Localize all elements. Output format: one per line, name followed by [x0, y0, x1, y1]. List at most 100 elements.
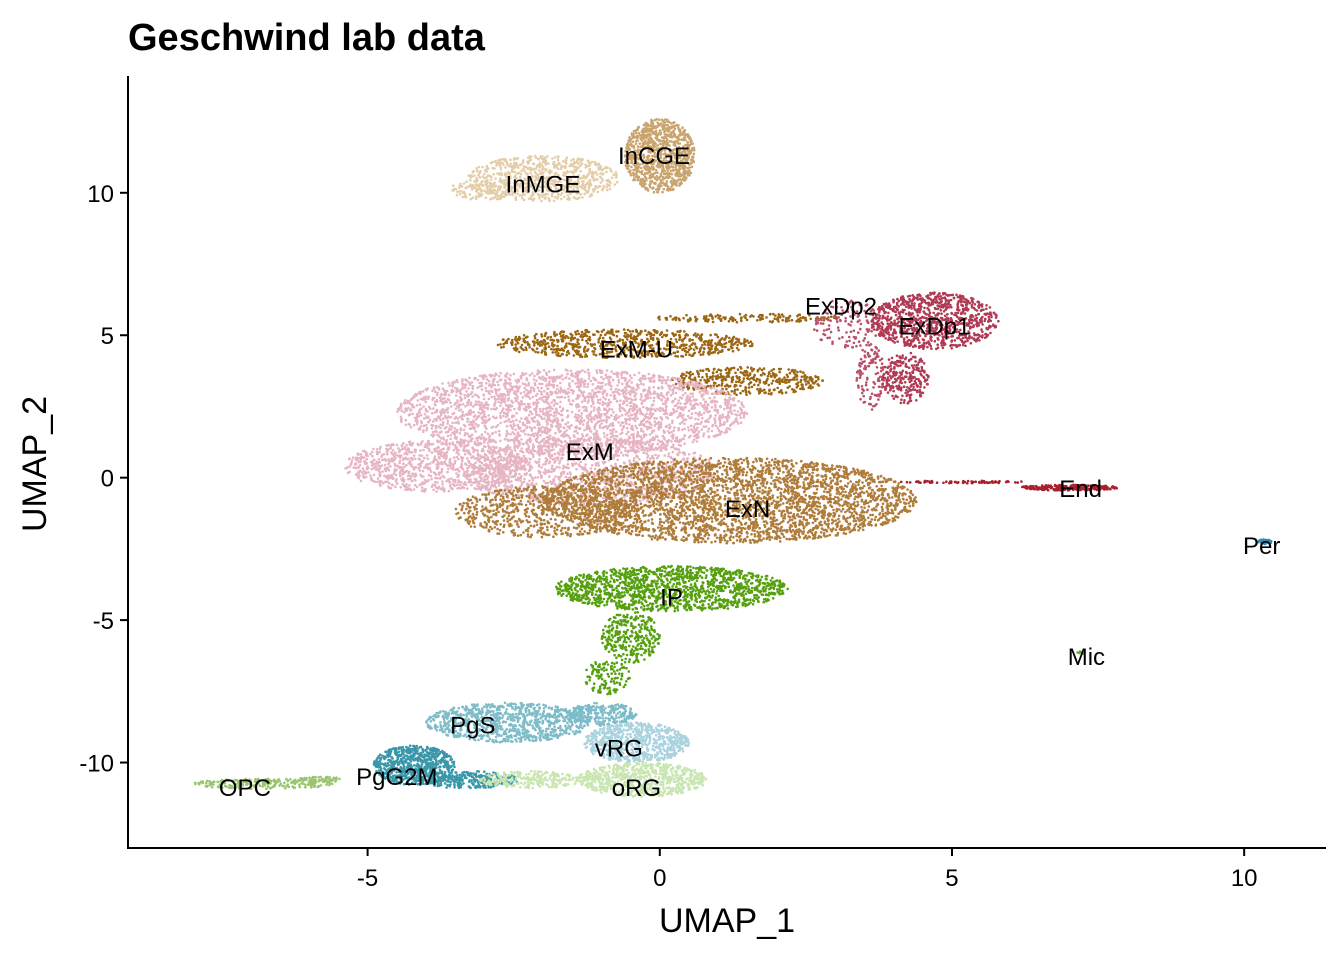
point [884, 302, 888, 305]
point [803, 377, 807, 381]
point [716, 348, 719, 351]
point [681, 428, 684, 432]
point [711, 378, 714, 381]
point [666, 123, 669, 127]
point [674, 157, 677, 160]
point [670, 172, 674, 176]
point [706, 320, 710, 323]
point [686, 135, 689, 138]
point [691, 338, 694, 342]
point [737, 348, 740, 352]
point [566, 372, 569, 376]
point [671, 177, 674, 180]
point [481, 175, 485, 178]
point [902, 401, 906, 404]
point [587, 186, 591, 190]
point [645, 162, 649, 165]
point [584, 353, 588, 356]
point [668, 166, 671, 170]
point [753, 373, 756, 377]
point [880, 321, 883, 324]
point [648, 149, 652, 152]
point [657, 124, 660, 127]
point [646, 157, 649, 160]
point [975, 324, 979, 328]
point [870, 392, 874, 396]
point [874, 361, 877, 365]
point [799, 316, 802, 320]
point [711, 371, 715, 375]
point [584, 163, 587, 167]
point [540, 335, 544, 338]
point [663, 130, 666, 134]
point [630, 376, 633, 380]
point [535, 341, 539, 344]
point [550, 347, 553, 351]
point [868, 402, 872, 406]
point [730, 315, 733, 319]
point [559, 331, 563, 334]
point [729, 345, 733, 348]
point [610, 176, 614, 180]
point [961, 307, 965, 311]
point [678, 184, 681, 187]
point [663, 149, 667, 152]
point [689, 161, 693, 165]
point [649, 133, 652, 137]
point [659, 131, 663, 134]
point [850, 320, 853, 324]
point [672, 187, 675, 191]
point [636, 150, 639, 154]
point [791, 378, 794, 381]
point [736, 388, 739, 391]
point [597, 162, 600, 166]
point [918, 341, 921, 344]
point [630, 161, 633, 165]
point [526, 156, 530, 159]
point [502, 338, 505, 341]
point [866, 341, 870, 344]
point [644, 159, 648, 162]
point [957, 344, 960, 347]
point [796, 314, 799, 318]
point [907, 359, 911, 363]
point [985, 327, 989, 331]
point [887, 383, 890, 386]
point [593, 347, 597, 351]
point [544, 352, 547, 356]
point [633, 163, 636, 167]
point [872, 386, 875, 389]
point [899, 401, 903, 405]
point [674, 354, 677, 358]
point [629, 169, 632, 172]
point [731, 349, 735, 353]
point [631, 330, 635, 333]
point [690, 165, 694, 169]
point [661, 175, 665, 179]
point [548, 409, 552, 413]
point [927, 375, 930, 379]
point [691, 354, 695, 357]
point [653, 151, 656, 155]
point [551, 338, 554, 342]
point [739, 421, 743, 425]
point [790, 318, 794, 322]
point [557, 162, 560, 165]
point [816, 383, 819, 386]
point [700, 428, 704, 431]
point [583, 185, 587, 189]
point [836, 320, 839, 324]
point [927, 301, 931, 305]
point [936, 307, 940, 311]
point [736, 368, 740, 371]
point [609, 376, 612, 379]
point [927, 308, 931, 312]
point [572, 165, 576, 168]
point [716, 351, 720, 355]
point [807, 381, 810, 384]
point [909, 341, 913, 344]
point [695, 335, 698, 338]
point [639, 137, 642, 141]
point [632, 136, 635, 140]
point [495, 197, 499, 201]
